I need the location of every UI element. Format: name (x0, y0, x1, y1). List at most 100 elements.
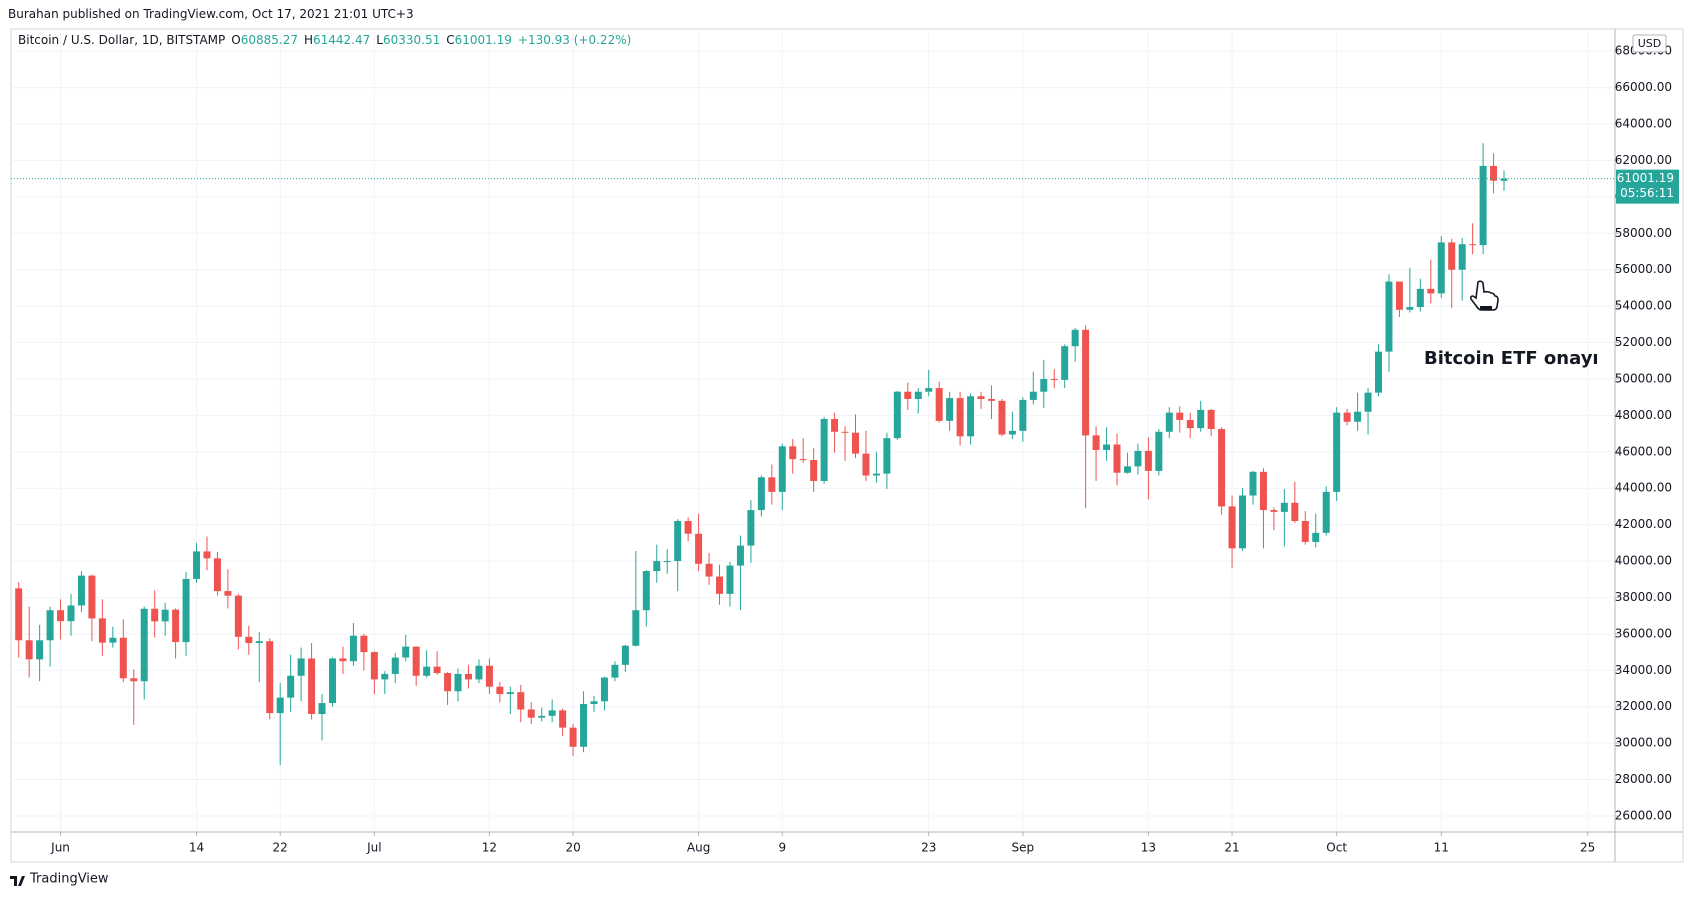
candle-body (213, 558, 221, 592)
y-tick-label: 52000.00 (1615, 335, 1672, 349)
candle-body (444, 673, 452, 692)
candle-body (276, 697, 284, 714)
candle-body (757, 477, 765, 511)
candle-body (485, 665, 493, 687)
candle-body (25, 640, 33, 660)
candle-body (642, 571, 650, 611)
x-tick-label: Jun (50, 841, 70, 855)
candle-body (1479, 165, 1487, 246)
candle-body (245, 636, 253, 643)
candle-body (1354, 411, 1362, 422)
candle-body (77, 575, 85, 606)
x-tick-label: 25 (1580, 841, 1595, 855)
candle-body (1364, 392, 1372, 412)
x-tick-label: 23 (921, 841, 936, 855)
y-tick-label: 64000.00 (1615, 117, 1672, 131)
candle-body (140, 608, 148, 682)
publisher: Burahan published on TradingView.com, Oc… (8, 7, 414, 21)
y-tick-label: 42000.00 (1615, 517, 1672, 531)
candle-body (46, 610, 54, 641)
ohlc-value: 60330.51 (382, 33, 441, 47)
y-tick-label: 62000.00 (1615, 153, 1672, 167)
x-tick-label: 14 (189, 841, 204, 855)
candle-body (611, 664, 619, 678)
candle-body (590, 701, 598, 704)
candle-body (36, 640, 44, 660)
ohlc-value: 60885.27 (240, 33, 298, 47)
candle-body (569, 727, 577, 747)
y-tick-label: 44000.00 (1615, 481, 1672, 495)
x-tick-label: 12 (482, 841, 497, 855)
last-price-label: 61001.19 (1617, 171, 1674, 185)
candle-body (1228, 506, 1236, 549)
candle-body (914, 391, 922, 399)
candle-body (1029, 391, 1037, 400)
candle-body (1050, 378, 1058, 380)
y-tick-label: 30000.00 (1615, 736, 1672, 750)
candle-body (935, 388, 943, 421)
candle-body (580, 703, 588, 747)
candle-body (151, 608, 159, 622)
candle-body (1239, 495, 1247, 549)
candle-body (15, 588, 23, 641)
annotation: Bitcoin ETF onayı (1424, 348, 1599, 369)
candle-body (339, 658, 347, 662)
y-tick-label: 48000.00 (1615, 408, 1672, 422)
y-tick-label: 26000.00 (1615, 808, 1672, 822)
symbol-title: Bitcoin / U.S. Dollar, 1D, BITSTAMP (18, 33, 226, 47)
ohlc-label: H (303, 33, 314, 47)
candle-body (977, 396, 985, 399)
candle-body (1218, 429, 1226, 507)
candle-body (1207, 409, 1215, 430)
hand-icon (1469, 280, 1499, 311)
y-tick-label: 34000.00 (1615, 663, 1672, 677)
candle-body (203, 551, 211, 559)
candle-body (370, 652, 378, 680)
candle-body (130, 678, 138, 682)
candle-body (1165, 412, 1173, 432)
candle-body (266, 641, 274, 714)
candle-body (1134, 450, 1142, 467)
candle-body (1385, 281, 1393, 352)
x-tick-label: 11 (1434, 841, 1449, 855)
x-tick-label: Jul (366, 841, 381, 855)
candle-body (998, 400, 1006, 435)
candle-body (538, 715, 546, 718)
candle-body (454, 673, 462, 692)
brand-logo (10, 876, 25, 886)
ohlc-value: 61001.19 (454, 33, 512, 47)
candle-body (1322, 491, 1330, 533)
y-tick-label: 32000.00 (1615, 699, 1672, 713)
candle-body (1291, 502, 1299, 521)
x-tick-label: Aug (687, 841, 710, 855)
candle-body (956, 398, 964, 437)
legend: Bitcoin / U.S. Dollar, 1D, BITSTAMP O 608… (18, 33, 631, 47)
x-tick-label: 20 (565, 841, 580, 855)
candle-body (161, 609, 169, 622)
last-price-box (1616, 169, 1679, 204)
candle-body (109, 637, 117, 643)
ohlc-value: 61442.47 (313, 33, 371, 47)
candle-body (841, 431, 849, 433)
candle-body (862, 453, 870, 476)
y-tick-label: 46000.00 (1615, 444, 1672, 458)
candle-body (119, 637, 127, 679)
candle-body (1092, 435, 1100, 450)
candle-body (360, 635, 368, 653)
brand: TradingView (29, 872, 109, 887)
candle-body (1176, 412, 1184, 420)
candle-body (1008, 430, 1016, 435)
change: +130.93 (+0.22%) (517, 33, 632, 47)
candle-body (475, 665, 483, 680)
candle-body (1500, 178, 1508, 181)
candle-body (224, 591, 232, 596)
candle-body (548, 710, 556, 716)
x-tick-label: 9 (778, 841, 786, 855)
candle-body (329, 658, 336, 704)
candle-body (789, 446, 797, 460)
candle-body (810, 459, 818, 481)
axes: 26000.00 28000.00 30000.00 32000.00 34000.00… (50, 44, 1679, 855)
candle-body (967, 396, 975, 437)
candle-body (799, 459, 807, 461)
